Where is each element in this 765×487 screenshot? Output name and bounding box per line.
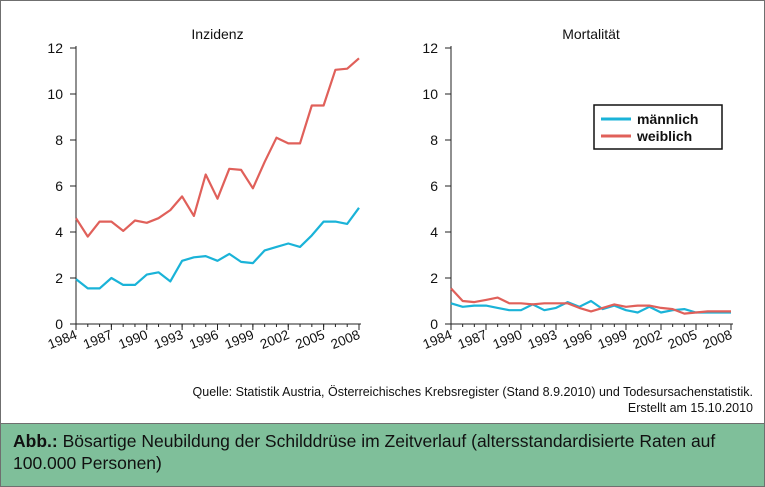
y-tick-label: 2 [430, 270, 438, 286]
x-tick-label: 1999 [223, 327, 256, 352]
x-tick-label: 2002 [258, 327, 291, 352]
figure-caption: Abb.: Bösartige Neubildung der Schilddrü… [1, 423, 764, 486]
chart-title: Mortalität [562, 26, 620, 42]
x-tick-label: 1996 [561, 327, 594, 352]
chart-title: Inzidenz [191, 26, 243, 42]
legend-label: weiblich [636, 128, 692, 144]
source-note: Quelle: Statistik Austria, Österreichisc… [1, 384, 753, 416]
y-tick-label: 4 [430, 224, 438, 240]
legend-label: männlich [637, 111, 698, 127]
series-line-weiblich [75, 57, 360, 238]
x-tick-label: 1984 [421, 327, 455, 352]
y-tick-label: 2 [55, 270, 63, 286]
y-tick-label: 0 [430, 316, 438, 332]
x-tick-label: 2008 [701, 327, 734, 352]
x-tick-label: 1993 [526, 327, 559, 352]
x-tick-label: 1999 [596, 327, 629, 352]
x-tick-label: 2002 [631, 327, 664, 352]
x-tick-label: 2005 [293, 327, 326, 352]
x-tick-label: 1993 [152, 327, 185, 352]
series-line-weiblich [450, 287, 731, 315]
series-line-maennlich [450, 299, 731, 314]
x-tick-label: 1987 [81, 327, 114, 352]
y-tick-label: 8 [430, 132, 438, 148]
y-tick-label: 4 [55, 224, 63, 240]
created-date-line: Erstellt am 15.10.2010 [627, 401, 753, 415]
x-tick-label: 1996 [187, 327, 220, 352]
y-tick-label: 10 [47, 86, 63, 102]
x-tick-label: 1984 [46, 327, 80, 352]
source-line: Quelle: Statistik Austria, Österreichisc… [192, 385, 753, 399]
chart-mortalitaet: Mortalität 0 2 4 6 8 10 12 1984 1987 1990 1993 1996 1… [421, 26, 734, 352]
y-tick-label: 6 [430, 178, 438, 194]
series-line-maennlich [75, 207, 360, 290]
y-tick-label: 12 [47, 40, 63, 56]
x-tick-label: 1990 [116, 327, 149, 352]
x-tick-label: 2008 [329, 327, 362, 352]
y-tick-label: 10 [422, 86, 438, 102]
caption-label: Abb.: [13, 431, 58, 451]
chart-inzidenz: Inzidenz 0 2 4 6 8 10 12 1984 1987 1990 1993 1996 199… [46, 26, 362, 352]
legend-box [593, 104, 723, 150]
caption-text: Bösartige Neubildung der Schilddrüse im … [13, 431, 716, 473]
x-tick-label: 2005 [666, 327, 699, 352]
y-tick-label: 8 [55, 132, 63, 148]
y-tick-label: 6 [55, 178, 63, 194]
y-tick-label: 12 [422, 40, 438, 56]
x-tick-label: 1990 [491, 327, 524, 352]
y-tick-label: 0 [55, 316, 63, 332]
x-tick-label: 1987 [456, 327, 489, 352]
